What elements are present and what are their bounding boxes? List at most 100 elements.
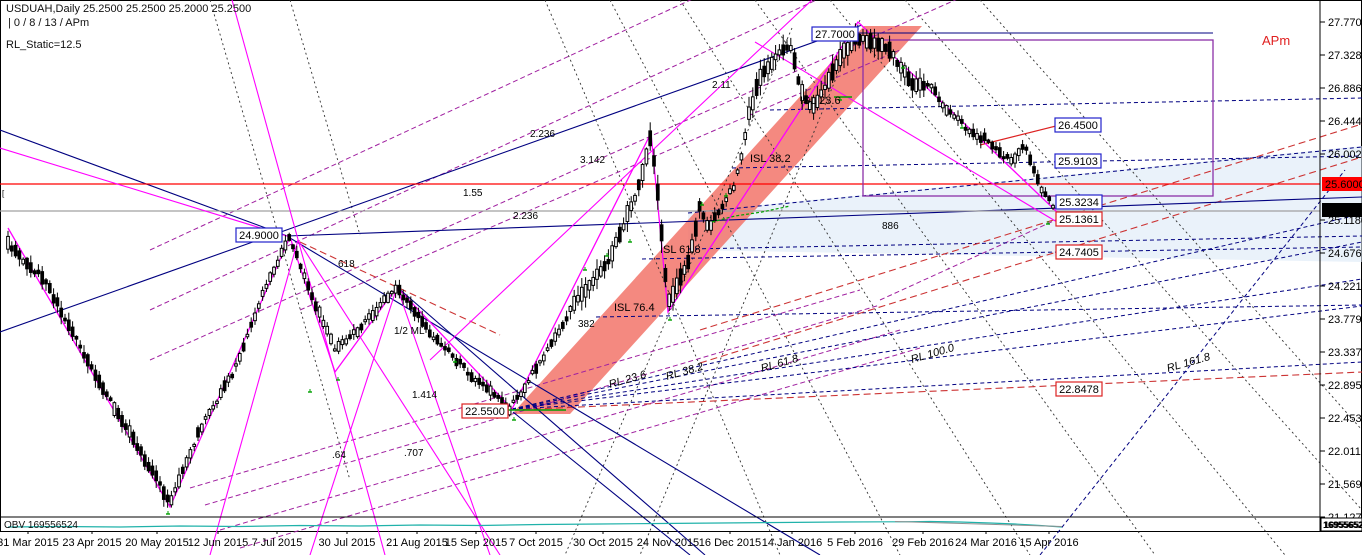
pitchfork-line[interactable] bbox=[231, 0, 386, 555]
navy-dashed-level-line[interactable] bbox=[769, 97, 1362, 111]
steep-dotted-fan-line[interactable] bbox=[289, 0, 361, 236]
fib-ratio-label[interactable]: 3.142 bbox=[580, 155, 605, 166]
navy-trendline[interactable] bbox=[512, 411, 691, 555]
time-axis-label[interactable]: 29 Feb 2016 bbox=[892, 537, 954, 549]
time-axis-label[interactable]: 24 Mar 2016 bbox=[955, 537, 1017, 549]
time-axis-label[interactable]: 7 Jul 2015 bbox=[252, 537, 303, 549]
time-axis-label[interactable]: 31 Mar 2015 bbox=[0, 537, 59, 549]
pitchfork-line[interactable] bbox=[429, 0, 813, 361]
purple-dashed-fib-line[interactable] bbox=[189, 289, 861, 489]
navy-trendline[interactable] bbox=[286, 196, 1362, 237]
candlesticks[interactable] bbox=[6, 23, 1055, 508]
pitchfork-line[interactable] bbox=[297, 239, 501, 555]
purple-dashed-fib-line[interactable] bbox=[149, 0, 820, 251]
navy-dashed-level-line[interactable] bbox=[511, 278, 1362, 410]
fib-ratio-label[interactable]: 2.236 bbox=[530, 129, 555, 140]
fib-ratio-label[interactable]: .64 bbox=[332, 450, 346, 461]
steep-dotted-fan-line[interactable] bbox=[544, 0, 781, 555]
price-level-box[interactable] bbox=[1055, 244, 1103, 260]
navy-dashed-level-line[interactable] bbox=[511, 361, 1362, 410]
price-level-box[interactable] bbox=[1055, 211, 1103, 227]
steep-dotted-fan-line[interactable] bbox=[904, 0, 1362, 511]
navy-dashed-level-line[interactable] bbox=[1039, 169, 1346, 555]
pitchfork-line[interactable] bbox=[0, 147, 291, 238]
time-axis-label[interactable]: 20 May 2015 bbox=[125, 537, 189, 549]
red-dashed-channel-line[interactable] bbox=[699, 123, 1362, 331]
navy-trendline[interactable] bbox=[396, 286, 706, 555]
navy-dashed-level-line[interactable] bbox=[641, 246, 1362, 260]
purple-dashed-fib-line[interactable] bbox=[219, 329, 901, 531]
zigzag-line[interactable] bbox=[7, 20, 1058, 509]
fib-ratio-label[interactable]: 1/2 ML bbox=[394, 326, 425, 337]
red-dashed-channel-line[interactable] bbox=[699, 156, 1362, 364]
fib-ratio-label[interactable]: 2.236 bbox=[513, 211, 538, 222]
navy-dashed-level-line[interactable] bbox=[511, 213, 1362, 410]
price-level-box[interactable] bbox=[461, 403, 509, 419]
navy-dashed-level-line[interactable] bbox=[595, 304, 1362, 318]
pitchfork-line[interactable] bbox=[309, 286, 398, 555]
candle bbox=[55, 292, 60, 313]
time-axis-label[interactable]: 21 Aug 2015 bbox=[386, 537, 448, 549]
time-axis-label[interactable]: 30 Jul 2015 bbox=[319, 537, 376, 549]
obv-axis-value: 169556524 bbox=[1323, 520, 1362, 530]
isl-level-label[interactable]: ISL 76.4 bbox=[614, 302, 655, 314]
candle bbox=[967, 127, 972, 138]
time-axis-label[interactable]: 23 Apr 2015 bbox=[62, 537, 121, 549]
price-level-box[interactable] bbox=[1055, 381, 1103, 397]
steep-dotted-fan-line[interactable] bbox=[609, 0, 901, 555]
purple-dashed-fib-line[interactable] bbox=[149, 0, 870, 311]
steep-dotted-fan-line[interactable] bbox=[754, 0, 1156, 555]
fib-ratio-label[interactable]: 886 bbox=[882, 221, 899, 232]
purple-dashed-fib-line[interactable] bbox=[239, 347, 921, 549]
pitchfork-line[interactable] bbox=[754, 41, 1058, 223]
price-level-box[interactable] bbox=[235, 227, 283, 243]
purple-dashed-fib-line[interactable] bbox=[299, 49, 901, 311]
price-level-box[interactable] bbox=[1054, 153, 1102, 169]
pitchfork-line[interactable] bbox=[396, 286, 491, 555]
time-axis-label[interactable]: 15 Sep 2015 bbox=[445, 537, 507, 549]
navy-dashed-level-line[interactable] bbox=[731, 155, 1362, 169]
fib-ratio-label[interactable]: 382 bbox=[578, 319, 595, 330]
price-axis-label: 23.7790 bbox=[1328, 314, 1362, 326]
fib-ratio-label[interactable]: 1.55 bbox=[463, 188, 483, 199]
navy-trendline[interactable] bbox=[0, 24, 863, 333]
apm-pitchfork-label[interactable]: APm bbox=[1262, 33, 1290, 48]
fib-ratio-label[interactable]: .707 bbox=[404, 448, 424, 459]
price-level-box[interactable] bbox=[1054, 117, 1102, 133]
fib-ratio-label[interactable]: 2.11 bbox=[712, 80, 731, 91]
navy-dashed-level-line[interactable] bbox=[687, 235, 1362, 250]
steep-dotted-fan-line[interactable] bbox=[979, 0, 1362, 431]
purple-dashed-fib-line[interactable] bbox=[149, 0, 1000, 361]
navy-trendline[interactable] bbox=[289, 237, 821, 555]
navy-dashed-level-line[interactable] bbox=[511, 241, 1362, 410]
time-axis-label[interactable]: 30 Oct 2015 bbox=[573, 537, 633, 549]
time-axis-label[interactable]: 14 Jan 2016 bbox=[762, 537, 823, 549]
purple-dashed-fib-line[interactable] bbox=[879, 217, 1061, 301]
isl-level-label[interactable]: ISL 38.2 bbox=[750, 153, 791, 165]
time-axis-label[interactable]: 12 Jun 2015 bbox=[188, 537, 249, 549]
candle bbox=[355, 326, 360, 339]
steep-dotted-fan-line[interactable] bbox=[209, 0, 351, 481]
steep-dotted-fan-line[interactable] bbox=[639, 19, 861, 555]
time-axis-label[interactable]: 24 Nov 2015 bbox=[637, 537, 699, 549]
candle bbox=[188, 446, 193, 464]
navy-dashed-level-line[interactable] bbox=[687, 146, 1362, 214]
navy-dashed-level-line[interactable] bbox=[511, 305, 1362, 410]
fib-ratio-label[interactable]: 618 bbox=[338, 259, 355, 270]
red-dashed-channel-line[interactable] bbox=[511, 371, 1362, 411]
candle bbox=[230, 372, 235, 380]
time-axis-label[interactable]: 5 Feb 2016 bbox=[827, 537, 883, 549]
candle bbox=[880, 36, 884, 60]
isl-level-label[interactable]: ISL 23.6 bbox=[800, 95, 841, 107]
price-level-box[interactable] bbox=[1055, 194, 1103, 210]
time-axis-label[interactable]: 16 Dec 2015 bbox=[699, 537, 761, 549]
steep-dotted-fan-line[interactable] bbox=[679, 0, 1031, 555]
violet-projection-rectangle[interactable] bbox=[862, 39, 1214, 197]
fib-ratio-label[interactable]: 1.414 bbox=[412, 390, 437, 401]
time-axis-label[interactable]: 15 Apr 2016 bbox=[1019, 537, 1078, 549]
price-level-box[interactable] bbox=[811, 26, 859, 42]
isl-level-label[interactable]: ISL 61.8 bbox=[660, 244, 701, 256]
pitchfork-line[interactable] bbox=[209, 239, 299, 555]
time-axis-label[interactable]: 7 Oct 2015 bbox=[509, 537, 563, 549]
